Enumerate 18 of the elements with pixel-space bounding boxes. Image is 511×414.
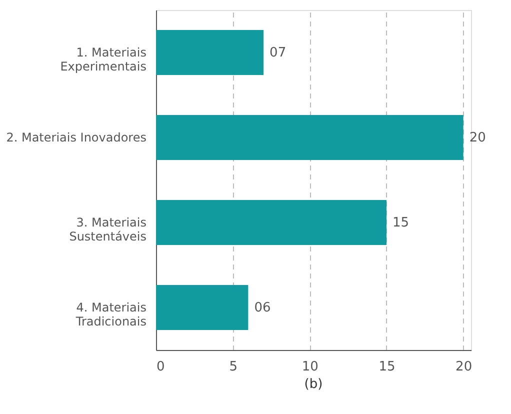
data-label: 07 xyxy=(270,46,286,60)
y-tick-label: 2. Materiais Inovadores xyxy=(6,130,146,144)
y-tick-label: 3. Materiais Sustentáveis xyxy=(69,216,146,244)
data-label: 06 xyxy=(254,300,271,316)
bar xyxy=(156,285,248,330)
text: (b) xyxy=(304,377,323,392)
x-tick-label: 20 xyxy=(456,360,472,374)
y-tick-label: 4. Materiais Tradicionais xyxy=(74,300,146,328)
x-tick-label: 5 xyxy=(229,360,238,374)
bar xyxy=(156,30,264,75)
bar xyxy=(156,115,464,160)
x-tick-label: 0 xyxy=(156,360,165,374)
y-tick-label: 1. Materiais Experimentais xyxy=(60,46,146,74)
x-tick-label: 10 xyxy=(302,360,318,374)
x-tick-label: 15 xyxy=(378,360,396,374)
bar xyxy=(156,200,386,245)
data-label: 15 xyxy=(392,216,410,230)
data-label: 20 xyxy=(469,130,486,146)
